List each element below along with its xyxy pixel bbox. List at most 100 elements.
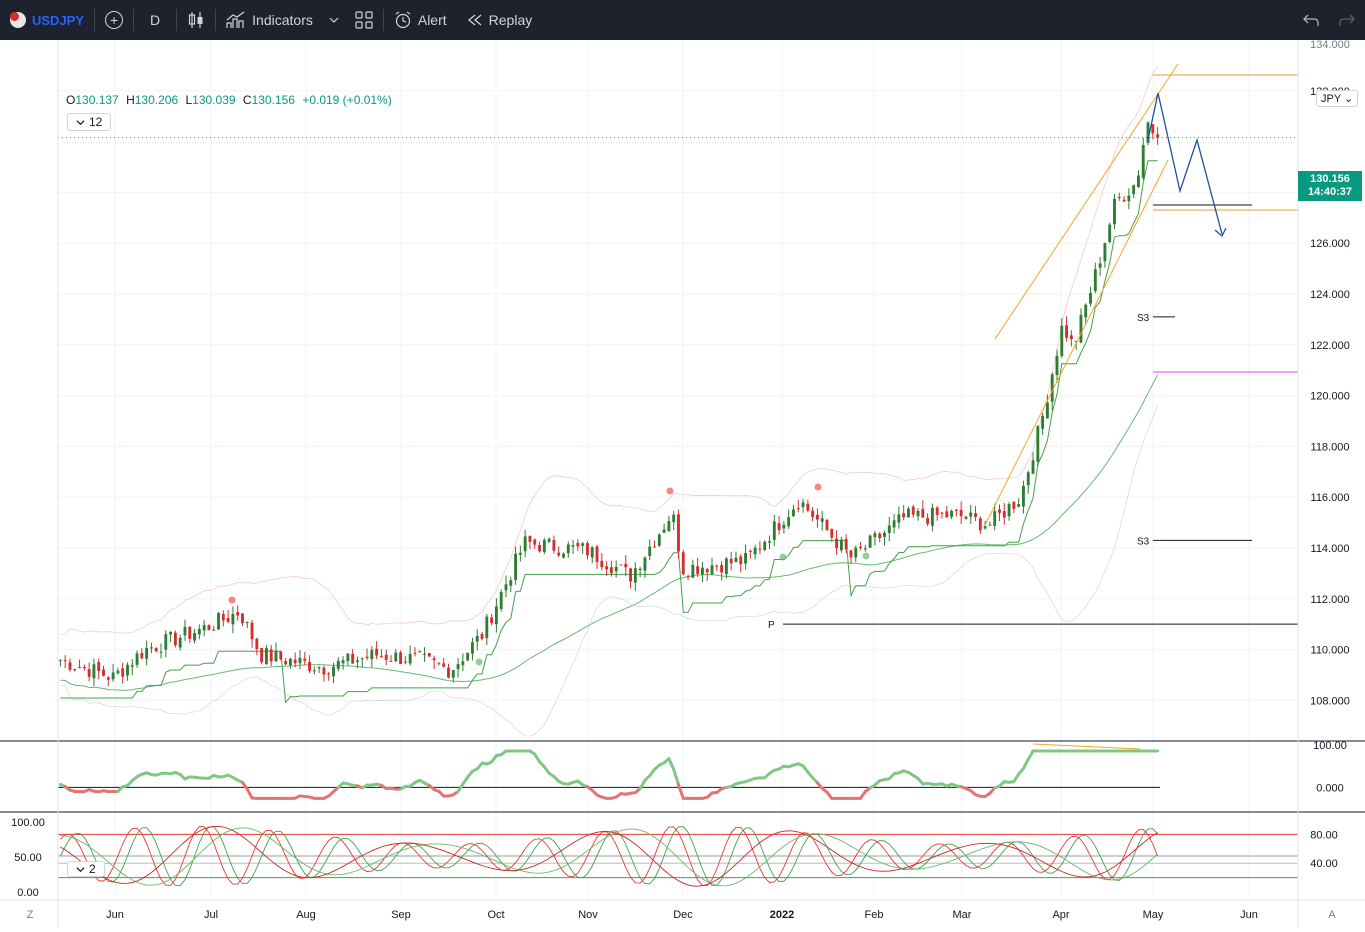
candle-body [1132, 185, 1135, 194]
corner-label-left: Z [27, 909, 34, 921]
candle-body [303, 659, 306, 661]
candle-body [164, 634, 167, 649]
candle-body [658, 535, 661, 546]
candle-body [931, 508, 934, 526]
alert-button[interactable]: Alert [384, 0, 457, 40]
projection-path [1148, 93, 1222, 234]
y-tick-label: 120.000 [1310, 391, 1350, 403]
symbol-search[interactable]: USDJPY [0, 0, 94, 40]
candles-icon [187, 11, 205, 29]
candle-body [112, 672, 115, 679]
candle-body [380, 656, 383, 657]
candle-body [897, 514, 900, 522]
candle-body [667, 521, 670, 531]
candle-body [888, 526, 891, 533]
x-tick-label: Sep [391, 909, 411, 921]
candle-body [529, 536, 532, 542]
candle-body [691, 565, 694, 578]
candle-body [926, 518, 929, 524]
candle-body [778, 523, 781, 530]
candle-body [203, 625, 206, 630]
candle-body [366, 657, 369, 658]
redo-button[interactable] [1329, 0, 1365, 40]
candle-body [600, 561, 603, 567]
y-tick-label: 112.000 [1311, 594, 1350, 606]
candle-body [979, 518, 982, 530]
compare-button[interactable]: + [95, 0, 133, 40]
rsi-segment [669, 759, 674, 770]
undo-button[interactable] [1293, 0, 1329, 40]
candle-body [169, 632, 172, 635]
layout-button[interactable] [345, 0, 383, 40]
candle-body [102, 670, 105, 676]
candle-body [811, 511, 814, 517]
candle-body [720, 565, 723, 572]
x-tick-label: May [1143, 909, 1164, 921]
candle-body [524, 536, 527, 551]
candle-body [69, 662, 72, 670]
x-tick-label: Jun [1240, 909, 1258, 921]
candle-body [505, 584, 508, 590]
currency-selector[interactable]: JPY ⌄ [1316, 90, 1358, 107]
y-tick-label: 110.000 [1311, 645, 1350, 657]
pivot-s3-label: S3 [1137, 536, 1150, 547]
candle-body [682, 552, 685, 574]
indicators-button[interactable]: Indicators [216, 0, 323, 40]
high-value: 130.206 [135, 93, 178, 107]
replay-button[interactable]: Replay [457, 0, 543, 40]
candle-body [620, 564, 623, 565]
candle-body [519, 553, 522, 555]
stoch-right-tick: 80.00 [1310, 829, 1338, 841]
candle-body [1142, 145, 1145, 178]
replay-label: Replay [489, 12, 533, 28]
candle-body [1036, 426, 1039, 461]
candle-body [581, 543, 584, 545]
y-tick-label: 126.000 [1310, 238, 1350, 250]
redo-icon [1339, 13, 1355, 27]
candle-body [356, 660, 359, 662]
candle-body [965, 517, 968, 519]
candle-body [327, 674, 330, 675]
candle-body [390, 661, 393, 662]
candle-body [212, 630, 215, 631]
candle-body [255, 639, 258, 649]
pivot-marker [476, 659, 483, 666]
candle-body [299, 658, 302, 663]
candle-body [576, 543, 579, 547]
candle-body [1041, 416, 1044, 429]
upper-band [60, 66, 1157, 635]
candle-body [591, 547, 594, 557]
candle-body [548, 539, 551, 542]
interval-button[interactable]: D [134, 0, 176, 40]
candle-body [126, 665, 129, 676]
candle-body [787, 517, 790, 526]
indicators-dropdown[interactable] [323, 0, 345, 40]
candle-body [418, 651, 421, 652]
channel-lower [985, 160, 1168, 525]
chevron-down-icon [76, 865, 85, 874]
candle-body [735, 558, 738, 562]
x-tick-label: Dec [673, 909, 693, 921]
candle-body [826, 520, 829, 530]
candle-body [572, 545, 575, 546]
indicators-toggle[interactable]: 12 [67, 113, 111, 131]
stoch-toggle[interactable]: 2 [67, 861, 105, 877]
candle-body [634, 568, 637, 583]
candle-body [198, 629, 201, 634]
chart-type-button[interactable] [177, 0, 215, 40]
candle-body [461, 661, 464, 665]
candle-body [155, 648, 158, 651]
candle-body [160, 652, 163, 653]
pivot-marker [667, 488, 674, 495]
candle-body [1123, 200, 1126, 202]
corner-label-right: A [1328, 909, 1336, 921]
candle-body [433, 658, 436, 660]
candle-body [538, 545, 541, 551]
rsi-segment [1023, 759, 1028, 768]
candle-body [246, 622, 249, 623]
y-tick-label: 116.000 [1311, 492, 1350, 504]
candle-body [78, 667, 81, 668]
y-tick-label: 118.000 [1311, 441, 1350, 453]
